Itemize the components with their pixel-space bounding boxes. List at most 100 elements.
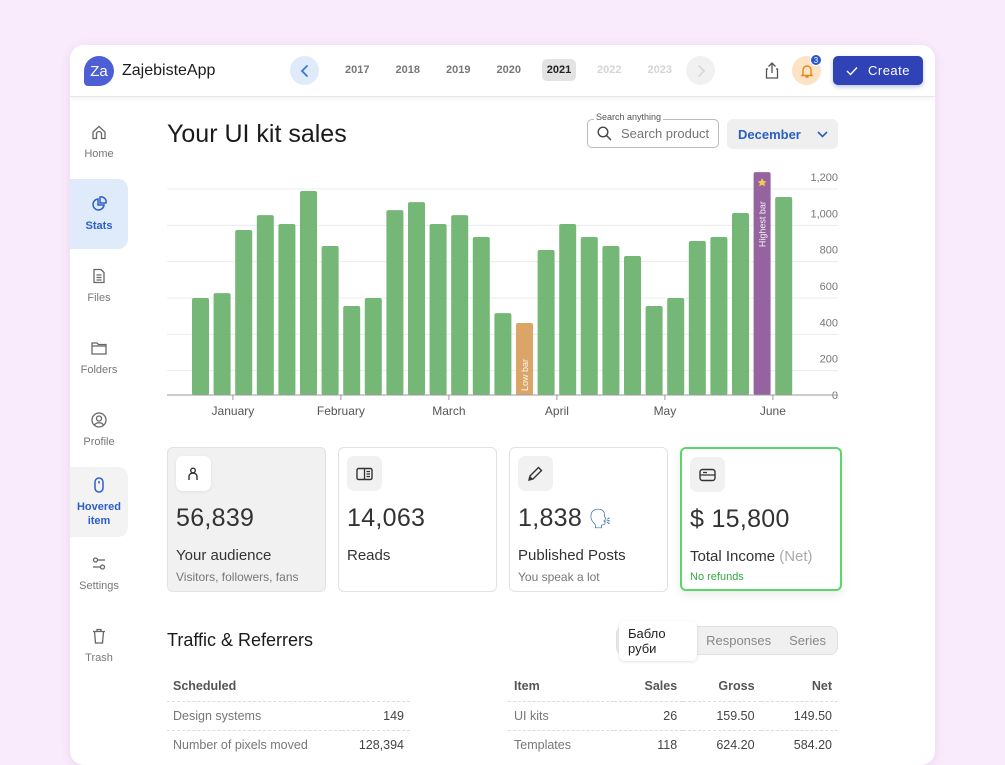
card-label: Total Income (Net): [690, 548, 832, 565]
year-2018[interactable]: 2018: [395, 64, 420, 76]
sidebar-item-label: Settings: [79, 580, 119, 592]
app-name: ZajebisteApp: [122, 62, 216, 79]
sidebar-item-profile[interactable]: Profile: [70, 395, 128, 465]
sidebar-item-label: Trash: [85, 652, 113, 664]
card-icon-wrap: [690, 457, 725, 492]
sidebar-item-stats[interactable]: Stats: [70, 179, 128, 249]
sidebar-item-settings[interactable]: Settings: [70, 539, 128, 609]
table-cell: 26: [614, 700, 684, 730]
year-2021[interactable]: 2021: [542, 59, 576, 81]
share-icon: [765, 62, 779, 79]
sidebar: Home Stats Files Folders Profile Hovered item…: [70, 107, 128, 683]
pie-chart-icon: [92, 196, 107, 211]
table-cell: 128,394: [341, 729, 410, 759]
bar: [364, 297, 382, 395]
column-header: Item: [514, 678, 540, 693]
card-value: 56,839: [176, 504, 317, 533]
traffic-tabs: Бабло руби Responses Series: [616, 620, 838, 661]
card-label-text: Total Income: [690, 548, 776, 565]
year-2017[interactable]: 2017: [345, 64, 370, 76]
bar: [667, 297, 685, 395]
search-input[interactable]: [621, 126, 717, 141]
y-tick-label: 200: [820, 354, 838, 366]
stat-card-your-audience[interactable]: 56,839 Your audience Visitors, followers, …: [167, 447, 326, 592]
book-open-icon: [356, 467, 373, 480]
stat-card-total-income[interactable]: $ 15,800 Total Income (Net) No refunds: [680, 447, 842, 591]
bar: [624, 256, 641, 395]
stat-cards: 56,839 Your audience Visitors, followers, …: [167, 447, 842, 592]
x-tick-label: May: [654, 404, 677, 418]
stat-card-reads[interactable]: 14,063 Reads: [338, 447, 497, 592]
home-icon: [92, 125, 106, 140]
previous-year-button[interactable]: [290, 56, 319, 85]
next-year-button[interactable]: [686, 56, 715, 85]
create-button[interactable]: Create: [833, 56, 923, 85]
table-cell: 149: [341, 700, 410, 730]
bar: [580, 236, 598, 395]
sidebar-item-label: Files: [87, 292, 111, 304]
x-tick-label: March: [432, 404, 465, 418]
card-label-text: Published Posts: [518, 547, 626, 564]
year-2019[interactable]: 2019: [446, 64, 471, 76]
table-row[interactable]: Templates 118 624.20 584.20: [508, 729, 838, 759]
bar: [300, 190, 317, 395]
tab-responses[interactable]: Responses: [706, 633, 772, 648]
create-label: Create: [867, 63, 911, 78]
search-field[interactable]: Search anything: [587, 112, 719, 148]
table-cell: 159.50: [683, 700, 761, 730]
table-cell: UI kits: [508, 700, 615, 730]
app-window: Za ZajebisteApp 2017 2018 2019 2020 2021 2022…: [70, 45, 935, 765]
low-bar: [516, 323, 533, 395]
card-label-text: Reads: [347, 547, 391, 564]
chevron-left-icon: [300, 64, 308, 77]
bar: [408, 202, 425, 395]
y-tick-label: 400: [820, 317, 838, 329]
traffic-title: Traffic & Referrers: [167, 630, 314, 650]
month-select[interactable]: December: [727, 119, 838, 149]
table-row[interactable]: Design systems 149: [167, 700, 410, 730]
table-cell: 624.20: [683, 729, 761, 759]
table-cell: Templates: [508, 729, 615, 759]
sidebar-item-label: Profile: [83, 436, 115, 448]
tab-series[interactable]: Series: [789, 633, 826, 648]
file-icon: [93, 268, 105, 284]
year-2022: 2022: [597, 64, 622, 76]
card-value: $ 15,800: [690, 505, 832, 534]
card-label: Reads: [347, 547, 488, 564]
year-2023: 2023: [647, 64, 672, 76]
bar: [732, 212, 749, 395]
year-selector: 2017 2018 2019 2020 2021 2022 2023: [332, 59, 685, 81]
bar: [775, 196, 793, 395]
sidebar-item-home[interactable]: Home: [70, 107, 128, 177]
page-title: Your UI kit sales: [167, 120, 347, 148]
year-2020[interactable]: 2020: [496, 64, 521, 76]
table-row[interactable]: UI kits 26 159.50 149.50: [508, 700, 838, 730]
card-value: 14,063: [347, 504, 488, 533]
card-label: Published Posts: [518, 547, 659, 564]
tab-money[interactable]: Бабло руби: [619, 620, 698, 661]
sidebar-item-trash[interactable]: Trash: [70, 611, 128, 681]
pencil-icon: [528, 466, 543, 481]
table-row[interactable]: Number of pixels moved 128,394: [167, 729, 410, 759]
star-icon: [757, 178, 767, 187]
sidebar-item-folders[interactable]: Folders: [70, 323, 128, 393]
highest-bar: [753, 172, 771, 395]
card-icon-wrap: [518, 456, 553, 491]
bar: [343, 305, 361, 395]
y-tick-label: 800: [820, 245, 838, 257]
bar: [386, 210, 404, 395]
sidebar-item-files[interactable]: Files: [70, 251, 128, 321]
sidebar-item-hovered-item[interactable]: Hovered item: [70, 467, 128, 537]
person-icon: [188, 467, 198, 480]
table-cell: Design systems: [167, 700, 342, 730]
table-cell: 118: [614, 729, 684, 759]
sidebar-item-label: Home: [84, 148, 114, 160]
trash-icon: [93, 628, 105, 644]
stat-card-published-posts[interactable]: 1,838 🗣 Published Posts You speak a lot: [509, 447, 668, 592]
folder-icon: [91, 342, 107, 355]
share-button[interactable]: [762, 61, 782, 81]
sliders-icon: [92, 557, 106, 570]
x-tick-label: June: [760, 404, 786, 418]
column-header: Sales: [644, 678, 678, 693]
bar: [602, 246, 620, 395]
